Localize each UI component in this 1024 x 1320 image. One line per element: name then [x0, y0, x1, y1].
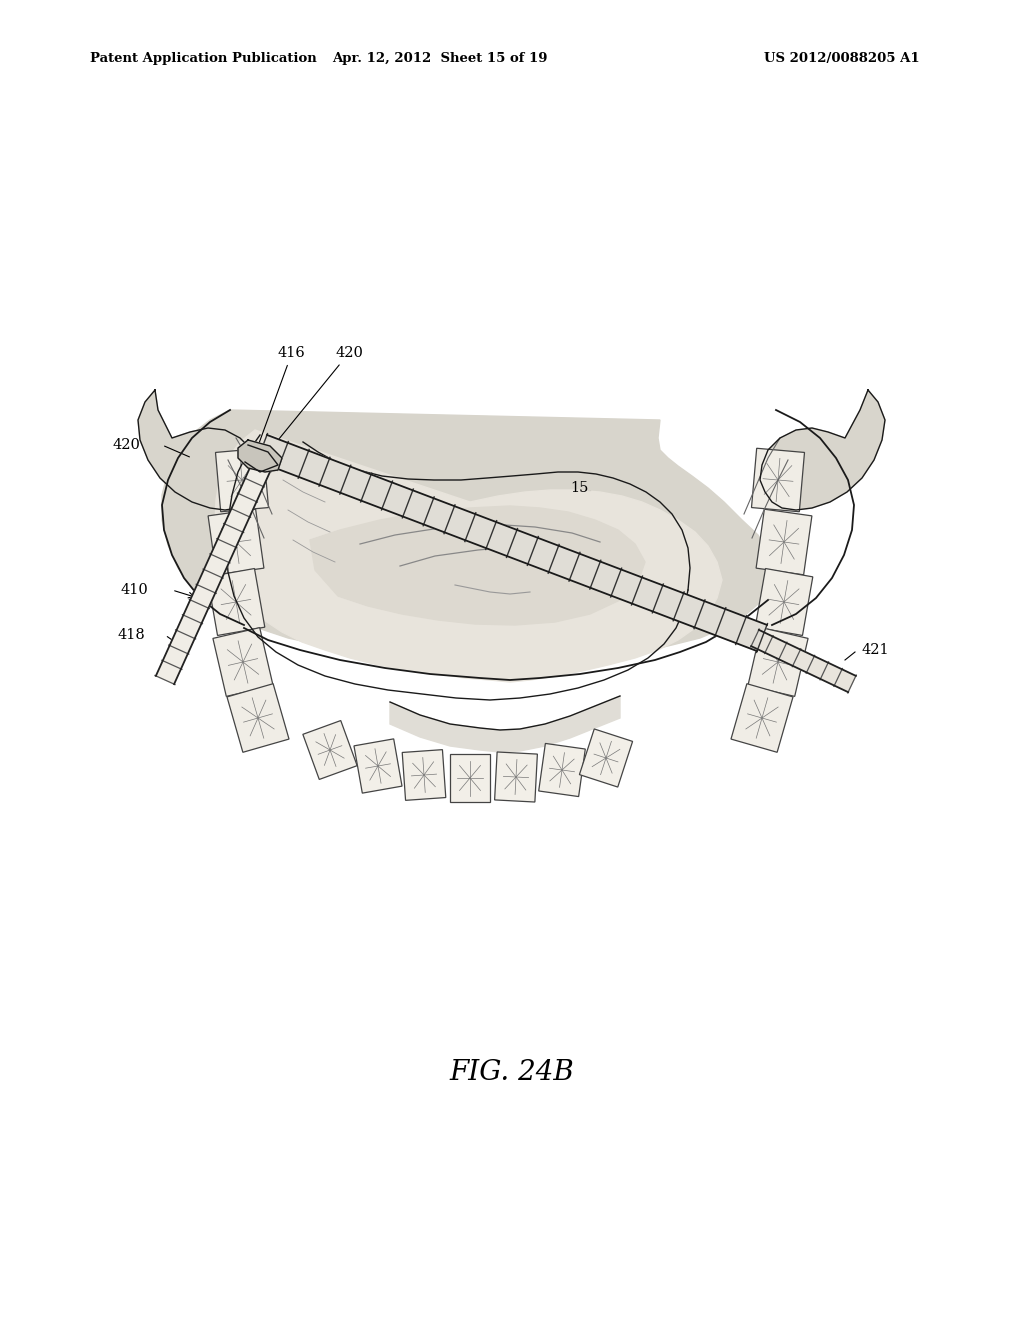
Polygon shape	[162, 411, 772, 672]
Polygon shape	[752, 630, 856, 692]
Polygon shape	[303, 721, 357, 779]
Polygon shape	[748, 627, 808, 697]
Polygon shape	[227, 684, 289, 752]
Polygon shape	[207, 569, 265, 635]
Text: 419: 419	[435, 523, 463, 537]
Text: 420: 420	[271, 346, 362, 447]
Polygon shape	[215, 430, 722, 682]
Text: US 2012/0088205 A1: US 2012/0088205 A1	[764, 51, 920, 65]
Text: 410: 410	[120, 583, 148, 597]
Polygon shape	[390, 696, 620, 752]
Polygon shape	[138, 389, 260, 510]
Text: Patent Application Publication: Patent Application Publication	[90, 51, 316, 65]
Polygon shape	[450, 754, 490, 803]
Polygon shape	[760, 389, 885, 510]
Text: FIG. 24B: FIG. 24B	[450, 1059, 574, 1085]
Polygon shape	[238, 440, 282, 473]
Polygon shape	[208, 510, 264, 574]
Polygon shape	[755, 569, 813, 635]
Polygon shape	[752, 449, 805, 512]
Polygon shape	[156, 447, 278, 684]
Text: 416: 416	[259, 346, 306, 444]
Text: 14: 14	[219, 653, 238, 667]
Polygon shape	[731, 684, 793, 752]
Polygon shape	[215, 449, 268, 512]
Text: 418: 418	[118, 628, 145, 642]
Polygon shape	[257, 434, 767, 651]
Polygon shape	[213, 627, 273, 697]
Polygon shape	[354, 739, 402, 793]
Polygon shape	[495, 752, 538, 803]
Polygon shape	[539, 743, 586, 796]
Polygon shape	[402, 750, 445, 800]
Text: Apr. 12, 2012  Sheet 15 of 19: Apr. 12, 2012 Sheet 15 of 19	[332, 51, 548, 65]
Polygon shape	[756, 510, 812, 574]
Text: 421: 421	[862, 643, 890, 657]
Polygon shape	[580, 729, 633, 787]
Text: 15: 15	[570, 480, 589, 495]
Text: 420: 420	[112, 438, 140, 451]
Polygon shape	[310, 506, 645, 624]
